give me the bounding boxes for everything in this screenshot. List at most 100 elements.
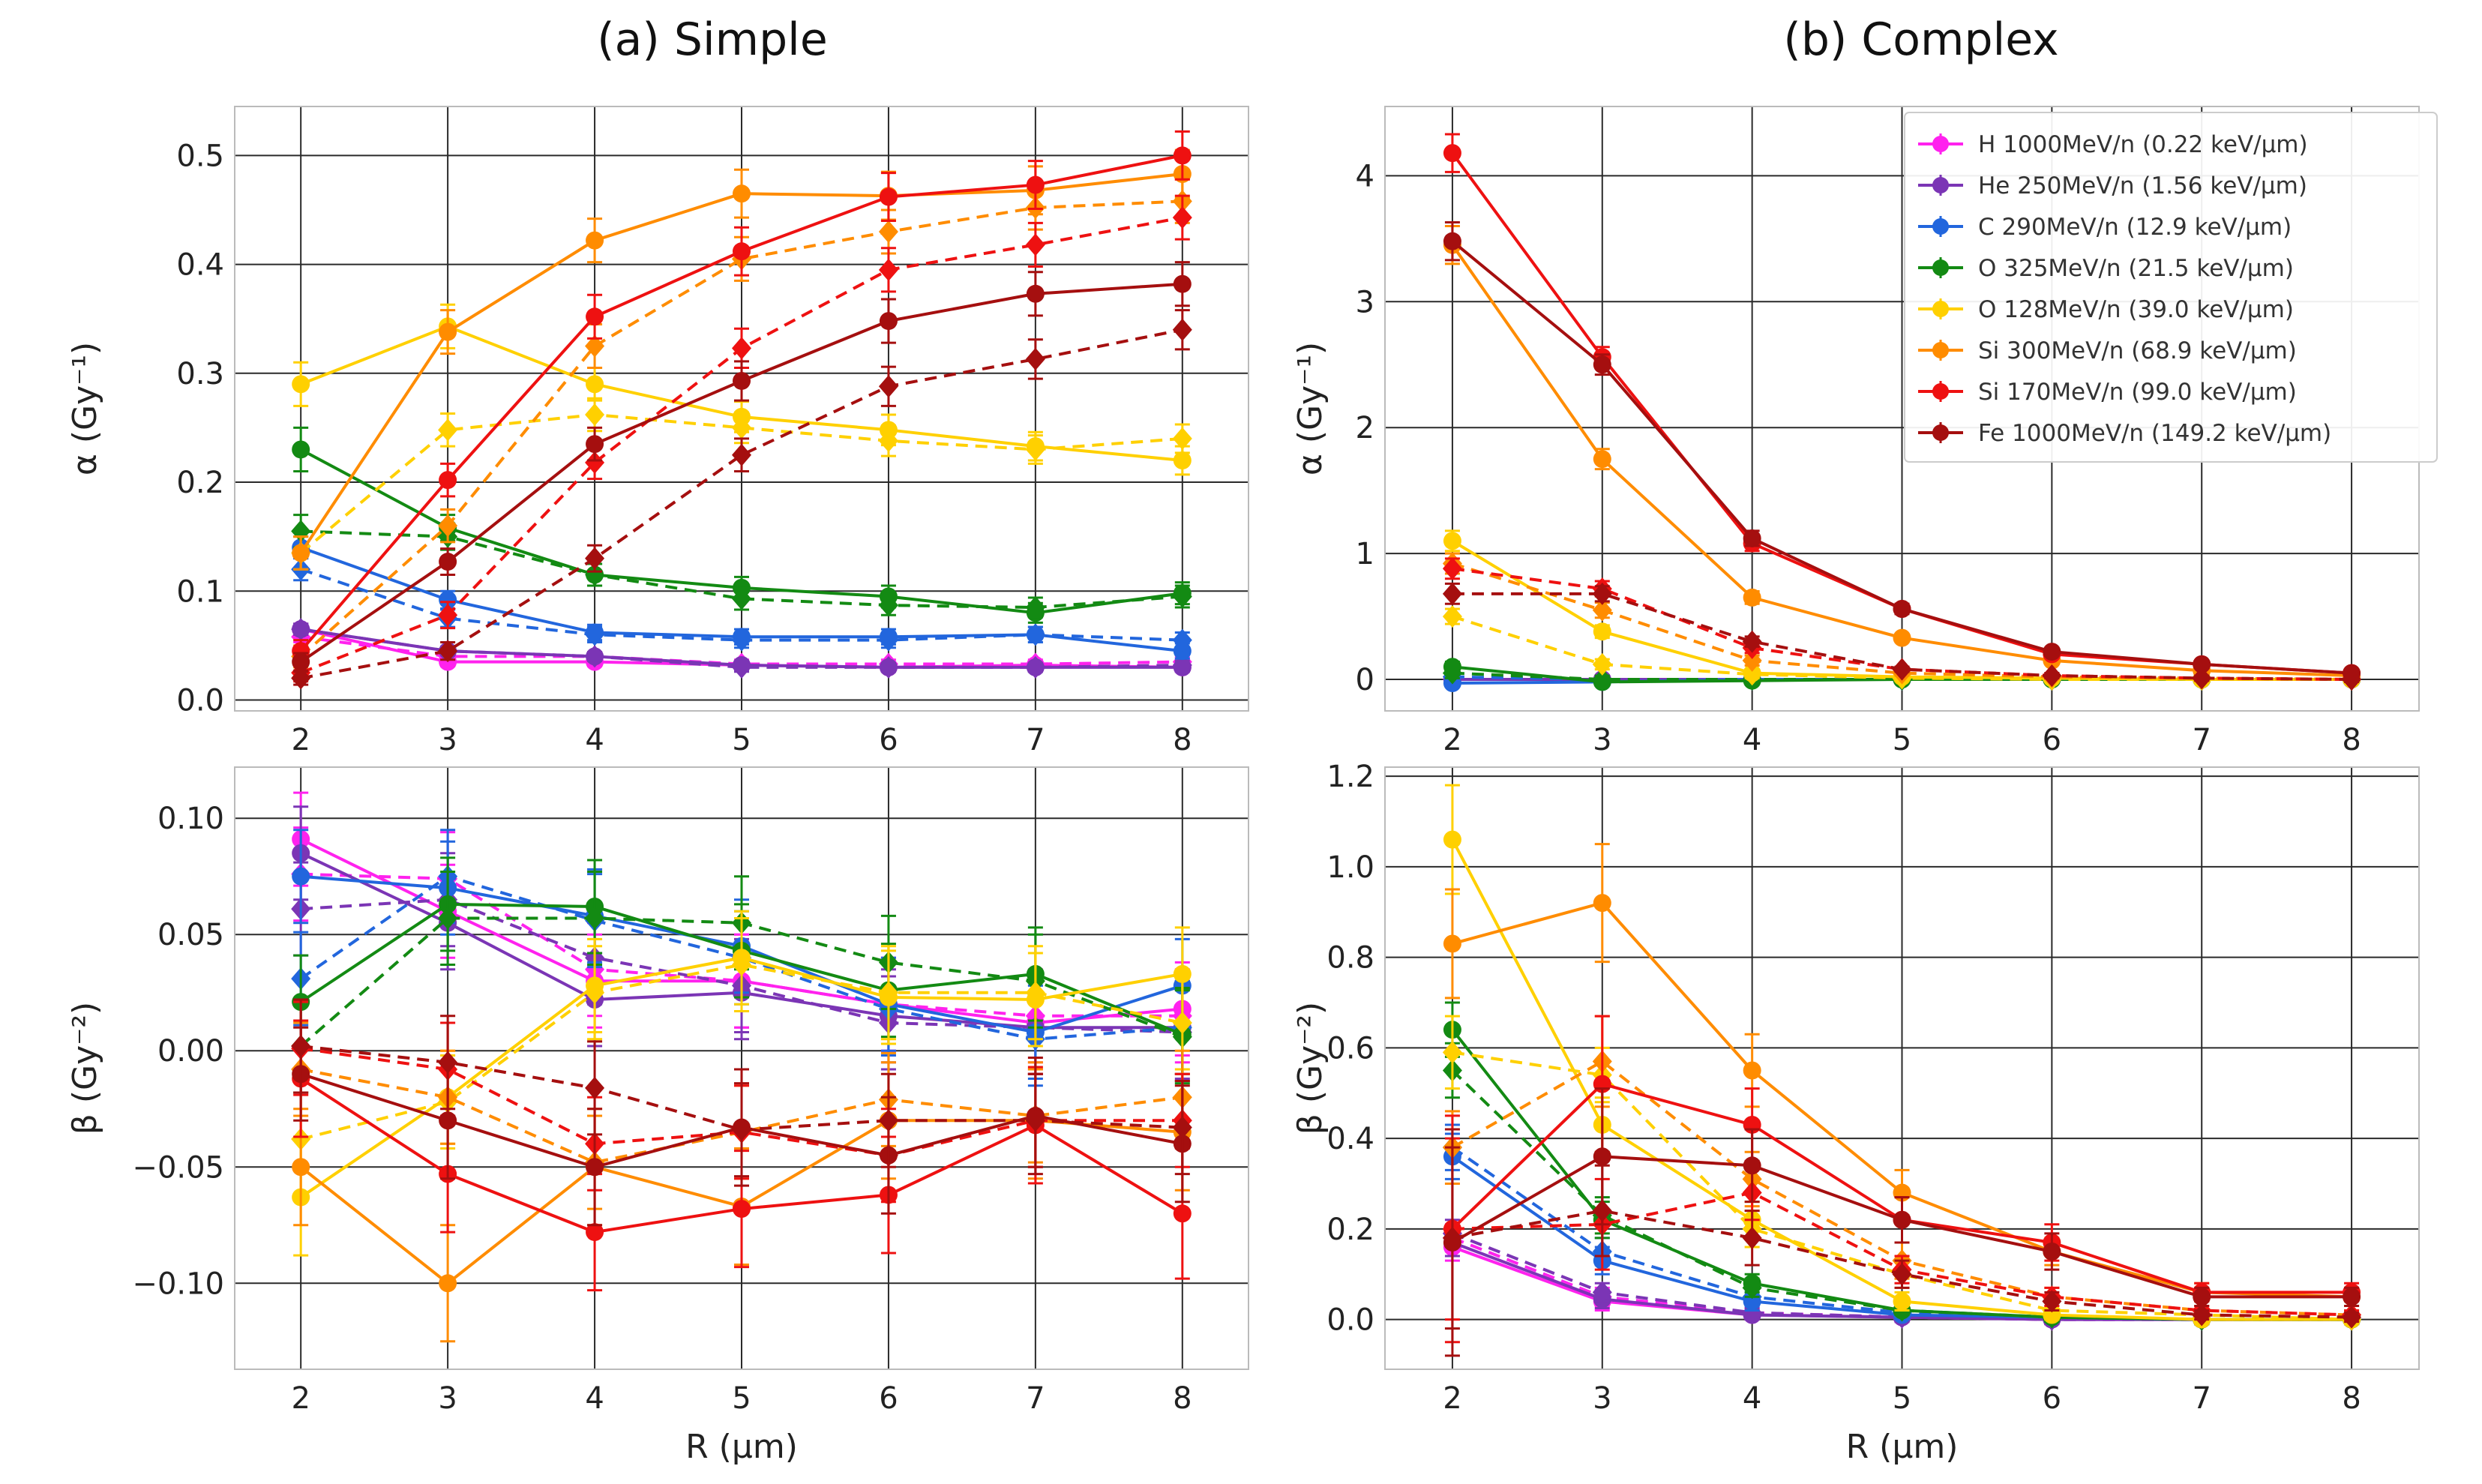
data-point bbox=[1742, 630, 1762, 653]
legend-entry: H 1000MeV/n (0.22 keV/µm) bbox=[1978, 131, 2308, 158]
data-point bbox=[292, 544, 310, 562]
data-point bbox=[1592, 1281, 1612, 1304]
data-point bbox=[732, 953, 751, 976]
data-point bbox=[1443, 830, 1461, 849]
x-tick-label: 2 bbox=[1443, 723, 1461, 757]
data-point bbox=[2043, 1243, 2061, 1261]
data-point bbox=[586, 375, 604, 394]
series-group bbox=[291, 130, 1192, 690]
data-point bbox=[292, 867, 310, 886]
x-tick-label: 7 bbox=[2192, 1381, 2211, 1416]
plot-frame bbox=[234, 106, 1249, 712]
data-point bbox=[1593, 1147, 1611, 1166]
data-point bbox=[1743, 529, 1761, 547]
data-point bbox=[1892, 1263, 1912, 1286]
data-point bbox=[1742, 1276, 1762, 1300]
x-tick-label: 4 bbox=[1743, 1381, 1761, 1416]
data-point bbox=[585, 451, 605, 474]
data-point bbox=[1893, 599, 1911, 618]
y-tick-label: 0.4 bbox=[176, 248, 224, 283]
x-tick-label: 2 bbox=[1443, 1381, 1461, 1416]
y-tick-label: 0.3 bbox=[176, 357, 224, 391]
data-point bbox=[878, 655, 898, 679]
data-point bbox=[438, 1051, 458, 1074]
data-point bbox=[585, 645, 605, 668]
data-point bbox=[1442, 605, 1462, 628]
y-tick-label: 2 bbox=[1356, 411, 1374, 445]
data-point bbox=[1743, 588, 1761, 607]
y-tick-label: 0.5 bbox=[176, 139, 224, 173]
data-point bbox=[1443, 532, 1461, 550]
data-point bbox=[2192, 667, 2212, 690]
data-point bbox=[1173, 964, 1192, 983]
data-point bbox=[733, 242, 751, 261]
data-point bbox=[292, 440, 310, 459]
data-point bbox=[1025, 655, 1045, 679]
x-tick-label: 4 bbox=[585, 1381, 604, 1416]
data-point bbox=[1025, 1109, 1045, 1132]
legend-entry: O 128MeV/n (39.0 keV/µm) bbox=[1978, 296, 2294, 323]
data-point bbox=[291, 618, 311, 641]
x-tick-label: 2 bbox=[291, 723, 310, 757]
data-point bbox=[1743, 1061, 1761, 1080]
legend-marker bbox=[1932, 342, 1949, 358]
data-point bbox=[1593, 894, 1611, 913]
x-tick-label: 7 bbox=[1026, 723, 1045, 757]
legend-marker bbox=[1932, 177, 1949, 193]
data-point bbox=[1742, 1226, 1762, 1249]
x-tick-label: 8 bbox=[2342, 723, 2361, 757]
y-tick-label: 0.10 bbox=[157, 802, 224, 836]
data-point bbox=[878, 220, 898, 244]
x-tick-label: 6 bbox=[2043, 723, 2061, 757]
x-tick-label: 4 bbox=[585, 723, 604, 757]
data-point bbox=[439, 1111, 457, 1130]
data-point bbox=[1742, 663, 1762, 686]
data-point bbox=[585, 563, 605, 586]
legend-marker bbox=[1932, 259, 1949, 276]
y-axis-label: β (Gy⁻²) bbox=[1291, 1002, 1329, 1135]
data-point bbox=[732, 416, 751, 439]
y-tick-label: 0.4 bbox=[1326, 1122, 1374, 1156]
data-point bbox=[878, 594, 898, 617]
legend-entry: C 290MeV/n (12.9 keV/µm) bbox=[1978, 214, 2292, 241]
data-point bbox=[585, 623, 605, 646]
y-tick-label: 1 bbox=[1356, 537, 1374, 571]
y-axis-label: β (Gy⁻²) bbox=[66, 1002, 104, 1135]
data-point bbox=[1173, 451, 1192, 469]
data-point bbox=[1442, 1041, 1462, 1064]
x-tick-label: 3 bbox=[1593, 723, 1611, 757]
x-axis-label: R (µm) bbox=[1846, 1428, 1959, 1466]
data-point bbox=[878, 429, 898, 452]
data-point bbox=[733, 184, 751, 203]
data-point bbox=[1172, 628, 1192, 652]
data-point bbox=[1173, 1204, 1192, 1223]
data-point bbox=[292, 375, 310, 394]
x-tick-label: 5 bbox=[1893, 1381, 1911, 1416]
legend-marker bbox=[1932, 218, 1949, 235]
data-point bbox=[585, 981, 605, 1004]
data-point bbox=[1893, 628, 1911, 647]
data-point bbox=[2042, 1290, 2062, 1313]
data-point bbox=[1172, 1012, 1192, 1035]
data-point bbox=[732, 628, 751, 652]
y-tick-label: 3 bbox=[1356, 285, 1374, 319]
legend-marker bbox=[1932, 301, 1949, 317]
data-point bbox=[586, 307, 604, 326]
y-tick-label: 0.00 bbox=[157, 1034, 224, 1069]
data-point bbox=[1592, 582, 1612, 605]
y-tick-label: 1.2 bbox=[1326, 760, 1374, 794]
data-point bbox=[586, 435, 604, 454]
data-point bbox=[732, 587, 751, 610]
y-tick-label: 0.0 bbox=[176, 683, 224, 718]
data-point bbox=[1025, 438, 1045, 461]
data-point bbox=[733, 371, 751, 390]
data-point bbox=[438, 640, 458, 663]
legend: H 1000MeV/n (0.22 keV/µm) He 250MeV/n (1.… bbox=[1904, 112, 2438, 463]
data-point bbox=[733, 1200, 751, 1219]
data-point bbox=[2193, 1288, 2211, 1306]
data-point bbox=[878, 628, 898, 652]
data-point bbox=[2193, 655, 2211, 673]
y-tick-label: −0.10 bbox=[132, 1267, 224, 1301]
x-tick-label: 6 bbox=[879, 1381, 898, 1416]
